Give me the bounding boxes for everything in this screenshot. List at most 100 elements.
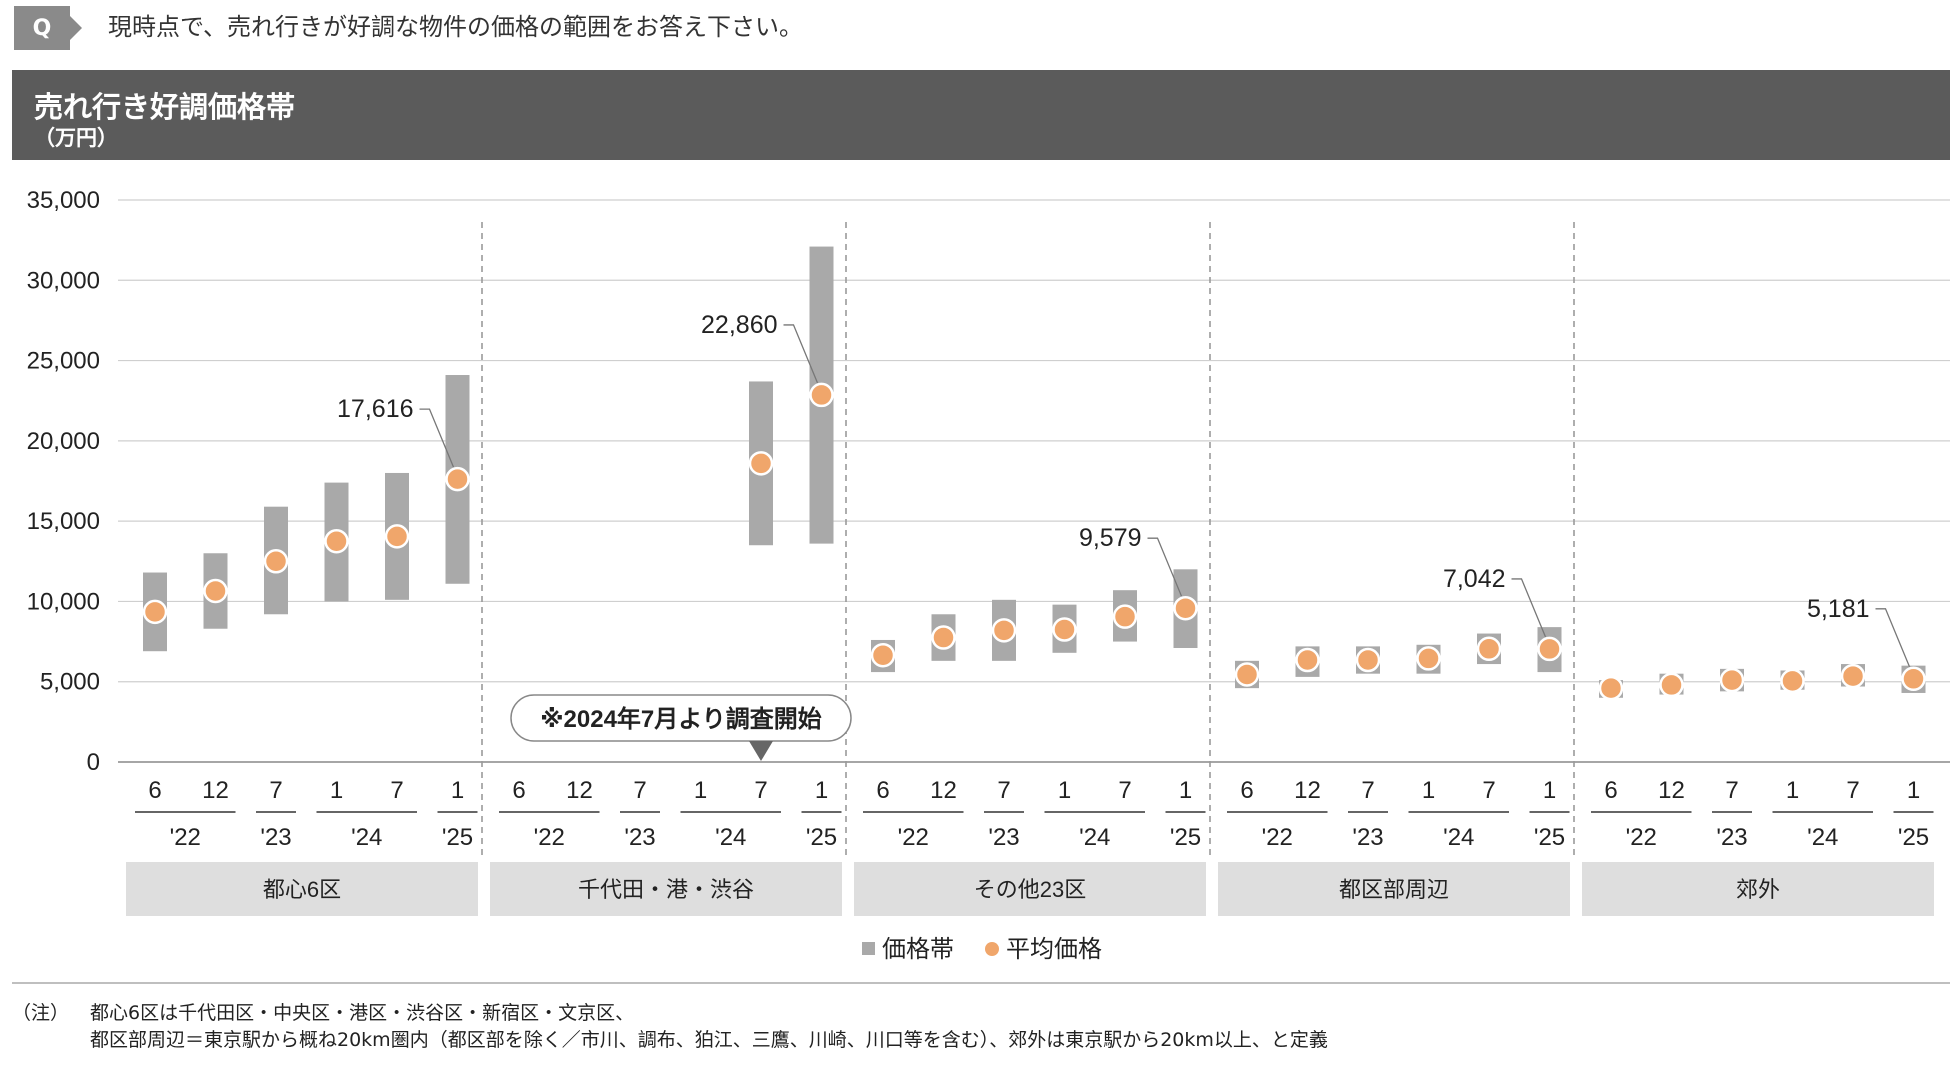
year-label: '24 xyxy=(1079,824,1110,851)
question-text: 現時点で、売れ行きが好調な物件の価格の範囲をお答え下さい。 xyxy=(108,13,804,41)
month-label: 7 xyxy=(1118,777,1131,804)
avg-point xyxy=(1234,662,1260,687)
panel-label-box xyxy=(126,862,478,916)
callout-leader xyxy=(1511,578,1547,638)
legend-range-swatch xyxy=(862,942,875,955)
month-label: 6 xyxy=(1604,777,1617,804)
avg-point xyxy=(870,642,896,668)
avg-point xyxy=(203,578,228,604)
legend-avg-label: 平均価格 xyxy=(1006,936,1102,963)
chart-unit: （万円） xyxy=(34,126,118,150)
month-label: 7 xyxy=(1482,777,1495,804)
month-label: 6 xyxy=(1240,777,1253,804)
panel-label-box xyxy=(854,862,1206,916)
month-label: 7 xyxy=(1725,777,1738,804)
year-label: '22 xyxy=(1626,824,1657,851)
year-label: '23 xyxy=(1352,824,1383,851)
footnote-line-1: 都心6区は千代田区・中央区・港区・渋谷区・新宿区・文京区、 xyxy=(90,1002,635,1024)
y-tick-label: 30,000 xyxy=(27,267,100,294)
legend-avg-swatch xyxy=(985,942,999,956)
avg-point xyxy=(384,524,410,549)
y-tick-label: 0 xyxy=(87,749,100,776)
month-label: 1 xyxy=(1058,777,1071,804)
month-label: 1 xyxy=(330,777,343,804)
callout-leader xyxy=(1147,537,1183,597)
callout-leader xyxy=(419,408,455,468)
avg-point xyxy=(142,599,168,625)
month-label: 7 xyxy=(754,777,767,804)
avg-point xyxy=(1537,636,1562,662)
y-tick-label: 10,000 xyxy=(27,588,100,615)
year-label: '25 xyxy=(442,824,473,851)
month-label: 1 xyxy=(815,777,828,804)
survey-note-bubble xyxy=(510,694,852,742)
callout-leader xyxy=(783,324,819,384)
price-range-chart: 0 5,000 10,000 15,000 20,000 25,000 30,000 35,0… xyxy=(12,187,1950,984)
year-label: '25 xyxy=(1898,824,1929,851)
avg-point xyxy=(1598,675,1624,701)
panel-label: 都心6区 xyxy=(263,877,341,902)
month-label: 1 xyxy=(694,777,707,804)
year-label: '24 xyxy=(1443,824,1474,851)
year-label: '22 xyxy=(170,824,201,851)
avg-point xyxy=(1173,595,1198,621)
y-tick-label: 5,000 xyxy=(40,669,100,696)
avg-value-label: 7,042 xyxy=(1443,565,1506,593)
month-label: 7 xyxy=(269,777,282,804)
year-label: '24 xyxy=(351,824,382,851)
year-label: '22 xyxy=(898,824,929,851)
month-label: 1 xyxy=(1543,777,1556,804)
avg-point xyxy=(748,451,774,476)
avg-point xyxy=(1659,672,1684,698)
avg-point xyxy=(1840,663,1866,689)
avg-value-label: 9,579 xyxy=(1079,524,1142,552)
avg-point xyxy=(1416,646,1441,671)
legend-range-label: 価格帯 xyxy=(882,936,954,963)
month-label: 7 xyxy=(390,777,403,804)
avg-point xyxy=(991,618,1017,643)
avg-point xyxy=(1780,668,1805,694)
avg-point xyxy=(1476,636,1502,662)
avg-value-label: 17,616 xyxy=(337,395,413,423)
panel-label: 郊外 xyxy=(1736,877,1780,902)
question-arrow-icon xyxy=(70,16,82,40)
avg-point xyxy=(1052,617,1077,642)
year-label: '25 xyxy=(1534,824,1565,851)
month-label: 12 xyxy=(930,777,957,804)
year-label: '23 xyxy=(988,824,1019,851)
month-label: 7 xyxy=(633,777,646,804)
year-label: '23 xyxy=(1716,824,1747,851)
panel-label: 都区部周辺 xyxy=(1339,877,1449,902)
panel-label: 千代田・港・渋谷 xyxy=(578,877,754,902)
month-label: 1 xyxy=(1786,777,1799,804)
year-label: '25 xyxy=(806,824,837,851)
avg-point xyxy=(1901,666,1926,692)
month-label: 1 xyxy=(451,777,464,804)
month-label: 12 xyxy=(1658,777,1685,804)
y-tick-label: 35,000 xyxy=(27,187,100,214)
y-tick-label: 25,000 xyxy=(27,348,100,375)
month-label: 12 xyxy=(566,777,593,804)
avg-point xyxy=(324,528,349,554)
chart-header: 売れ行き好調価格帯 （万円） xyxy=(12,70,1950,160)
panel-label-box xyxy=(1218,862,1570,916)
panel-label-box xyxy=(490,862,842,916)
survey-note-pointer xyxy=(749,741,773,761)
footnote-label: （注） xyxy=(12,1002,70,1024)
year-label: '24 xyxy=(1807,824,1838,851)
callout-leader xyxy=(1875,608,1911,668)
avg-value-label: 5,181 xyxy=(1807,595,1870,623)
avg-point xyxy=(1295,647,1320,673)
y-tick-label: 20,000 xyxy=(27,428,100,455)
month-label: 7 xyxy=(1361,777,1374,804)
footnote-line-2: 都区部周辺＝東京駅から概ね20km圏内（都区部を除く／市川、調布、狛江、三鷹、川… xyxy=(90,1029,1328,1051)
year-label: '23 xyxy=(260,824,291,851)
chart-title: 売れ行き好調価格帯 xyxy=(34,90,296,124)
question-badge: Q xyxy=(14,6,70,50)
panel-label: その他23区 xyxy=(974,877,1086,902)
month-label: 1 xyxy=(1422,777,1435,804)
avg-point xyxy=(263,549,289,574)
panel-label-box xyxy=(1582,862,1934,916)
avg-point xyxy=(1112,604,1138,629)
month-label: 7 xyxy=(1846,777,1859,804)
